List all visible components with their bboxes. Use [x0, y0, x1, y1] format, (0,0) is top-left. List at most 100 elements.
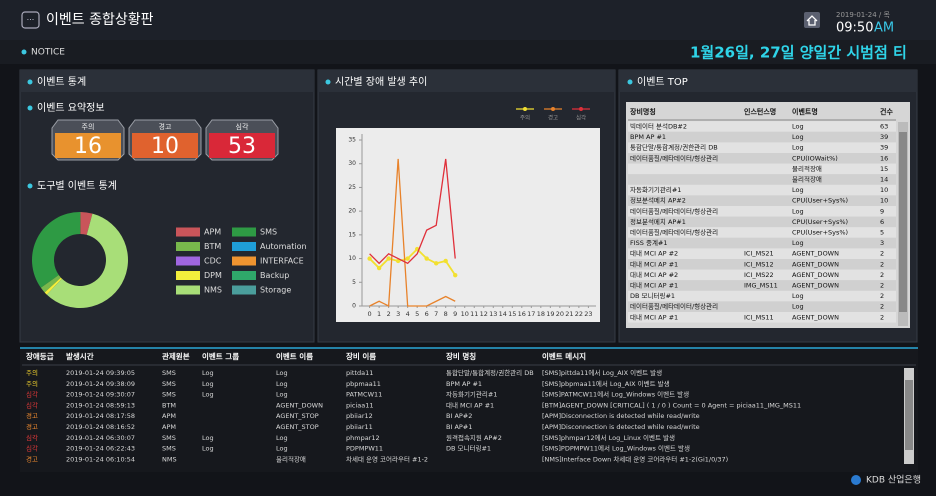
x-tick-label: 20: [556, 310, 564, 318]
table-cell: 물리적장애: [792, 175, 822, 184]
summary-value: 16: [74, 134, 102, 159]
menu-icon[interactable]: [21, 11, 40, 29]
panel-header: [619, 70, 917, 92]
table-cell: 2: [880, 282, 884, 290]
table-cell: 2019-01-24 08:59:13: [66, 401, 135, 409]
table-cell: 대내 MCI AP #2: [630, 270, 678, 279]
column-header: 이벤트 그룹: [202, 351, 239, 361]
table-cell: 2019-01-24 08:17:58: [66, 412, 135, 420]
table-cell: Log: [792, 292, 804, 300]
table-cell: 대내 MCI AP #1: [630, 281, 678, 290]
legend-label: BTM: [204, 242, 221, 251]
table-cell: 데이터품질/메타데이터/형상관리: [630, 206, 718, 215]
table-row: [628, 206, 896, 217]
summary-fill: [209, 133, 275, 158]
table-cell: 2019-01-24 06:30:07: [66, 434, 135, 442]
legend-swatch: [176, 242, 200, 251]
table-cell: Log: [202, 380, 214, 388]
table-row: [628, 163, 896, 175]
table-cell: Log: [202, 434, 214, 442]
bullet: [627, 79, 633, 85]
point: [367, 256, 372, 261]
table-cell: CPU(IOWait%): [792, 154, 838, 162]
x-tick-label: 8: [444, 310, 448, 318]
legend-label: Automation: [260, 242, 307, 251]
table-cell: Log: [202, 391, 214, 399]
line-series: [368, 247, 456, 276]
bullet: [27, 105, 33, 111]
legend-swatch: [176, 285, 200, 295]
x-tick-label: 18: [537, 310, 545, 318]
table-cell: ICI_MS12: [744, 260, 774, 268]
home-button[interactable]: [804, 12, 820, 28]
legend-swatch: [176, 271, 200, 280]
table-cell: 39: [880, 144, 888, 152]
table-cell: AGENT_DOWN: [792, 282, 839, 290]
table-cell: CPU(User+Sys%): [792, 197, 848, 205]
legend-swatch: [232, 242, 256, 251]
table-cell: SMS: [162, 445, 176, 453]
table-cell: SMS: [162, 391, 176, 399]
chart-area: [336, 128, 600, 322]
table-cell: 물리적장애: [792, 164, 822, 173]
table-cell: 2: [880, 250, 884, 258]
table-cell: SMS: [162, 380, 176, 388]
table-row: [628, 142, 896, 153]
x-tick-label: 19: [546, 310, 554, 318]
table-cell: Log: [792, 303, 804, 311]
table-cell: Log: [202, 445, 214, 453]
column-header: 장애등급: [26, 351, 54, 361]
table-cell: 2: [880, 292, 884, 300]
x-tick-label: 23: [584, 310, 592, 318]
column-header: 장비 명칭: [446, 351, 476, 361]
table-cell: 정보분석메치 AP#1: [630, 217, 686, 226]
scroll-thumb[interactable]: [899, 132, 907, 312]
table-row: [628, 216, 896, 228]
table-cell: Log: [276, 445, 288, 453]
table-cell: AGENT_DOWN: [792, 250, 839, 258]
table-cell: Log: [792, 207, 804, 215]
x-tick-label: 3: [396, 310, 400, 318]
legend-label: SMS: [260, 228, 277, 237]
home-icon: [806, 15, 818, 26]
table-cell: NMS: [162, 455, 177, 463]
legend-label: DPM: [204, 271, 222, 280]
panel-title: 이벤트 TOP: [637, 76, 688, 88]
line-series: [369, 158, 456, 265]
table-cell: 자동화기기관리#1: [630, 185, 681, 194]
table-row: [628, 174, 896, 185]
column-header: 장비 이름: [346, 351, 376, 361]
table-cell: 데이터품질/메타데이터/형상관리: [630, 228, 718, 237]
table-cell: Log: [276, 434, 288, 442]
table-cell: 대내 MCI AP #2: [630, 249, 678, 258]
x-tick-label: 16: [518, 310, 526, 318]
table-cell: BI AP#1: [446, 423, 472, 431]
table-row: [628, 269, 896, 281]
x-tick-label: 11: [470, 310, 478, 318]
table-cell: 15: [880, 165, 888, 173]
scroll-thumb[interactable]: [905, 380, 913, 450]
table-cell: [APM]Disconnection is detected while rea…: [542, 423, 700, 431]
legend-swatch: [232, 256, 256, 266]
table-cell: 주의: [26, 379, 38, 388]
table-cell: 5: [880, 229, 884, 237]
table-cell: 2019-01-24 08:16:52: [66, 423, 135, 431]
column-header: 건수: [880, 107, 893, 116]
legend-label: 심각: [576, 114, 586, 122]
y-tick-label: 10: [348, 255, 356, 262]
table-cell: 2: [880, 260, 884, 268]
point: [453, 272, 458, 278]
legend-dot: [579, 107, 583, 111]
y-tick-label: 0: [352, 303, 356, 310]
legend-label: CDC: [204, 257, 222, 266]
summary-value: 53: [228, 134, 256, 159]
notice-bar: [0, 40, 936, 64]
legend-label: APM: [204, 228, 221, 237]
legend-swatch: [232, 227, 256, 237]
y-tick-label: 30: [348, 160, 356, 167]
table-cell: AGENT_DOWN: [792, 313, 839, 321]
table-cell: 데이터품질/메타데이터/형상관리: [630, 153, 718, 162]
donut-slice: [46, 213, 128, 308]
bullet: [21, 49, 27, 55]
